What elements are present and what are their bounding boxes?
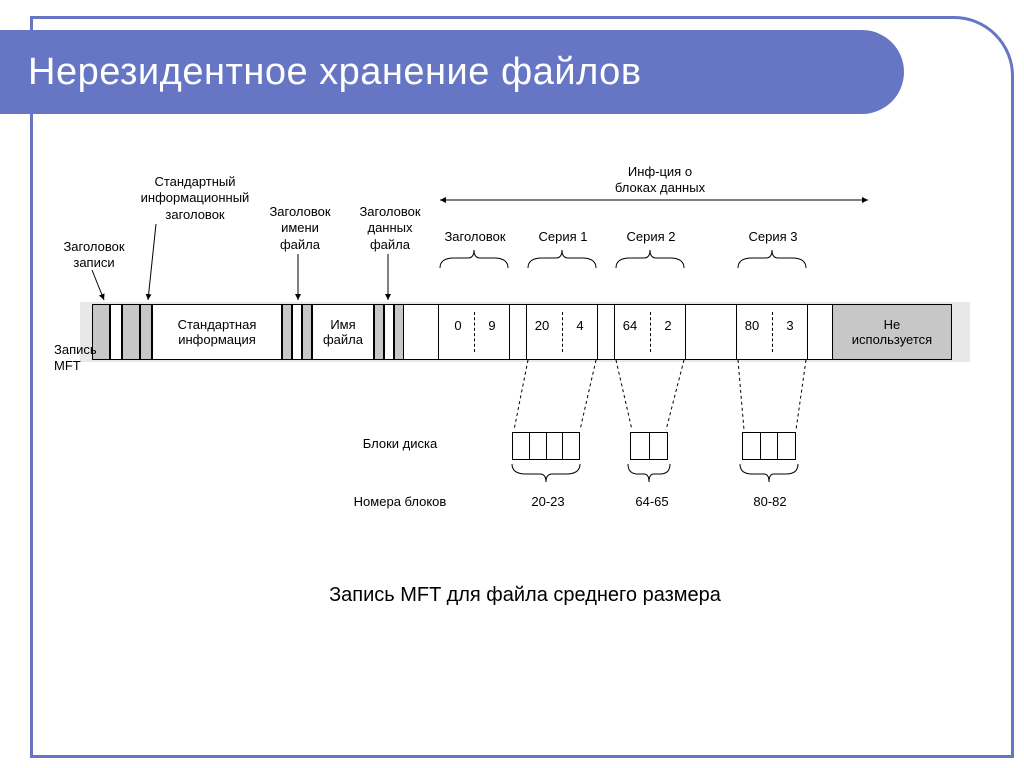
- brace-top-s1: [526, 248, 598, 270]
- mft-diagram: Инф-ция облоках данных Заголовокзаписи С…: [60, 174, 990, 634]
- arrow-data-header: [380, 254, 400, 306]
- run3-len: 3: [778, 318, 802, 346]
- strip-filename: Имяфайла: [312, 304, 374, 360]
- brace-top-s2: [614, 248, 686, 270]
- strip-std-info: Стандартнаяинформация: [152, 304, 282, 360]
- brace-bottom-0: [510, 464, 582, 486]
- strip-spacer1: [404, 304, 438, 360]
- strip-data-hdr-w: [384, 304, 394, 360]
- diagram-caption: Запись MFT для файла среднего размера: [60, 584, 990, 607]
- arrow-std-info-header: [146, 224, 166, 304]
- strip-record-header-gray2: [122, 304, 140, 360]
- slide-title: Нерезидентное хранение файлов: [28, 51, 642, 94]
- arrow-filename-header: [290, 254, 310, 306]
- strip-spacer4: [686, 304, 736, 360]
- disk-group-2: [742, 432, 796, 460]
- label-std-info-header: Стандартныйинформационныйзаголовок: [130, 174, 260, 223]
- label-header: Заголовок: [440, 229, 510, 245]
- label-filename-header: Заголовокименифайла: [260, 204, 340, 253]
- strip-std-info-text: Стандартнаяинформация: [178, 317, 257, 347]
- strip-data-hdr-g: [374, 304, 384, 360]
- run3-start: 80: [740, 318, 764, 346]
- range-0: 20-23: [518, 494, 578, 510]
- run0-start: 0: [446, 318, 470, 346]
- strip-spacer2: [510, 304, 526, 360]
- label-record-header: Заголовокзаписи: [54, 239, 134, 272]
- strip-unused: Неиспользуется: [832, 304, 952, 360]
- mapping-lines: [510, 360, 830, 436]
- run0-len: 9: [480, 318, 504, 346]
- strip-filename-text: Имяфайла: [323, 317, 363, 347]
- run-dash-0: [474, 312, 475, 352]
- run2-start: 64: [618, 318, 642, 346]
- label-disk-blocks: Блоки диска: [340, 436, 460, 452]
- brace-top-header: [438, 248, 510, 270]
- brace-bottom-2: [738, 464, 800, 486]
- label-blocks-info: Инф-ция облоках данных: [600, 164, 720, 197]
- range-1: 64-65: [622, 494, 682, 510]
- label-series3: Серия 3: [738, 229, 808, 245]
- run-dash-3: [772, 312, 773, 352]
- run2-len: 2: [656, 318, 680, 346]
- label-block-numbers: Номера блоков: [330, 494, 470, 510]
- run-dash-1: [562, 312, 563, 352]
- run1-start: 20: [530, 318, 554, 346]
- strip-data-hdr-g2: [394, 304, 404, 360]
- strip-fname-hdr-g: [282, 304, 292, 360]
- label-mft-record: ЗаписьMFT: [54, 342, 114, 375]
- brace-top-s3: [736, 248, 808, 270]
- strip-fname-hdr-w: [292, 304, 302, 360]
- arrow-record-header: [82, 270, 112, 306]
- range-2: 80-82: [740, 494, 800, 510]
- label-series1: Серия 1: [528, 229, 598, 245]
- strip-unused-text: Неиспользуется: [852, 317, 932, 347]
- label-series2: Серия 2: [616, 229, 686, 245]
- title-bar: Нерезидентное хранение файлов: [0, 30, 904, 114]
- disk-group-0: [512, 432, 580, 460]
- disk-group-1: [630, 432, 668, 460]
- brace-bottom-1: [626, 464, 672, 486]
- run1-len: 4: [568, 318, 592, 346]
- strip-std-hdr: [140, 304, 152, 360]
- label-data-header: Заголовокданныхфайла: [350, 204, 430, 253]
- strip-spacer3: [598, 304, 614, 360]
- strip-spacer5: [808, 304, 832, 360]
- run-dash-2: [650, 312, 651, 352]
- strip-fname-hdr-g2: [302, 304, 312, 360]
